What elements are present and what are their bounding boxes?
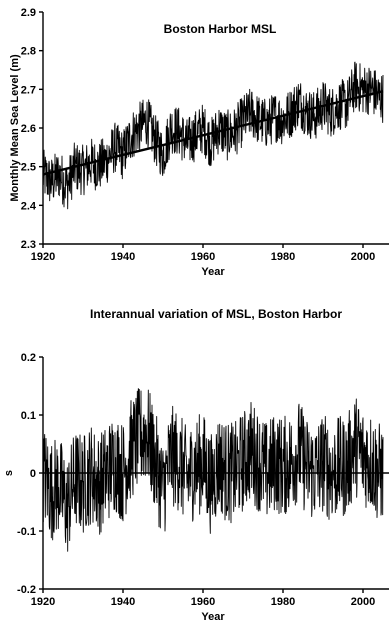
y-tick-label: 2.7: [21, 84, 36, 96]
y-tick-label: 2.6: [21, 123, 36, 135]
interannual-variation-chart: Interannual variation of MSL, Boston Har…: [3, 307, 389, 623]
x-tick-label: 1920: [31, 596, 55, 608]
y-tick-label: 2.4: [21, 200, 37, 212]
x-tick-label: 1940: [111, 596, 135, 608]
x-tick-label: 1980: [271, 251, 295, 263]
y-tick-label: 0.1: [21, 410, 36, 422]
x-tick-label: 1940: [111, 251, 135, 263]
y-axis-label: s: [3, 470, 15, 476]
monthly-series-line: [42, 61, 384, 210]
trend-line: [42, 90, 384, 176]
y-tick-label: 0: [30, 468, 36, 480]
x-tick-label: 1960: [191, 251, 215, 263]
x-tick-label: 1920: [31, 251, 55, 263]
y-tick-label: -0.2: [17, 584, 36, 596]
x-tick-label: 1980: [271, 596, 295, 608]
y-tick-label: 2.5: [21, 162, 36, 174]
x-tick-label: 2000: [351, 596, 375, 608]
chart-title: Interannual variation of MSL, Boston Har…: [90, 307, 342, 321]
sea-level-chart: Boston Harbor MSL 2.3 2.4 2.5 2.6 2.7 2.8 2.9 19…: [9, 7, 389, 278]
monthly-series-line: [42, 388, 384, 552]
y-tick-label: 2.3: [21, 239, 36, 251]
y-tick-label: 2.8: [21, 46, 36, 58]
chart-title: Boston Harbor MSL: [164, 22, 277, 36]
x-tick-label: 2000: [351, 251, 375, 263]
y-tick-label: 0.2: [21, 352, 36, 364]
x-axis-label: Year: [201, 266, 225, 278]
x-tick-label: 1960: [191, 596, 215, 608]
y-tick-label: 2.9: [21, 7, 36, 19]
x-axis-label: Year: [201, 611, 225, 623]
y-tick-label: -0.1: [17, 526, 36, 538]
y-axis-label: Monthly Mean Sea Level (m): [9, 54, 21, 202]
